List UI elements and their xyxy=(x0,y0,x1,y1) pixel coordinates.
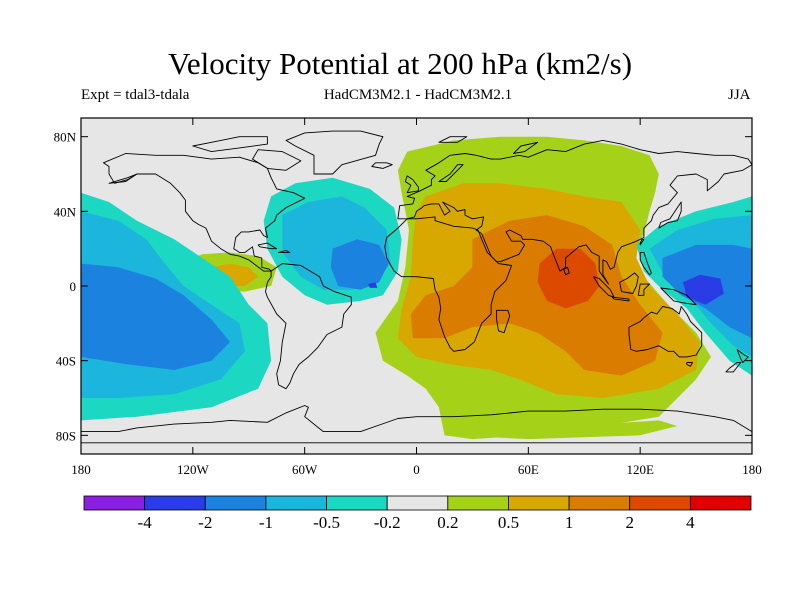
coastline-hispaniola xyxy=(278,250,291,253)
coastline-british-isles xyxy=(404,175,419,194)
colorbar-label: -1 xyxy=(259,513,273,532)
x-tick-label: 120E xyxy=(626,462,654,477)
x-tick-label: 180 xyxy=(742,462,762,477)
colorbar-swatch xyxy=(144,495,206,511)
colorbar-swatch xyxy=(447,495,509,511)
colorbar-label: 0.2 xyxy=(437,513,458,532)
coastline-sri-lanka xyxy=(563,266,570,276)
x-tick-label: 60E xyxy=(518,462,539,477)
y-tick-label: 40N xyxy=(54,204,77,219)
coastline-australia xyxy=(628,306,703,358)
colorbar-swatch xyxy=(689,495,752,511)
coastline-new-zealand-south xyxy=(725,362,742,373)
coastline-south-america xyxy=(265,263,352,390)
coastline-sulawesi xyxy=(637,283,650,296)
season-label: JJA xyxy=(728,87,751,103)
colorbar-label: -0.2 xyxy=(374,513,401,532)
colorbar-swatch xyxy=(629,495,691,511)
coastline-scandinavia-inland xyxy=(438,164,464,182)
coastline-alaska-peninsula xyxy=(108,173,138,184)
colorbar-swatch xyxy=(508,495,570,511)
coastline-new-guinea xyxy=(660,287,697,306)
colorbar-swatch xyxy=(83,495,146,511)
figure-title: Velocity Potential at 200 hPa (km2/s) xyxy=(167,46,633,81)
colorbar-swatch xyxy=(326,495,388,511)
x-tick-label: 180 xyxy=(71,462,91,477)
colorbar-label: 1 xyxy=(565,513,574,532)
coastline-iceland xyxy=(371,162,393,169)
x-tick-label: 0 xyxy=(413,462,420,477)
positive-region-antarctic-strip xyxy=(453,420,678,440)
negative-region-atlantic-core xyxy=(368,282,378,288)
coastline-africa xyxy=(384,216,513,352)
field-layer xyxy=(81,136,752,440)
y-tick-label: 40S xyxy=(56,354,76,369)
coastline-greenland xyxy=(285,130,384,175)
colorbar-label: 0.5 xyxy=(498,513,519,532)
coastline-cuba xyxy=(257,242,278,250)
positive-region-indian-ocean-mid xyxy=(410,215,663,376)
coastline-tasmania xyxy=(686,362,693,367)
negative-region-western-pacific-core xyxy=(683,274,724,305)
coastline-svalbard xyxy=(438,136,468,143)
colorbar-swatch xyxy=(204,495,267,511)
coastline-java xyxy=(611,296,630,302)
model-label: HadCM3M2.1 - HadCM3M2.1 xyxy=(323,87,513,103)
coastline-arctic-islands xyxy=(192,136,268,153)
coastline-north-america xyxy=(102,153,306,272)
y-tick-label: 0 xyxy=(70,279,77,294)
coastline-philippines xyxy=(639,251,652,276)
negative-region-pacific-inner xyxy=(81,263,231,370)
colorbar-label: -2 xyxy=(198,513,212,532)
colorbar-label: -0.5 xyxy=(313,513,340,532)
colorbar-swatch xyxy=(265,495,327,511)
colorbar-swatch xyxy=(568,495,631,511)
y-tick-label: 80S xyxy=(56,428,76,443)
coastline-eurasia xyxy=(397,139,752,285)
colorbar: -4 -2 -1 -0.5 -0.2 0.2 0.5 1 2 4 xyxy=(83,495,752,532)
colorbar-label: 4 xyxy=(686,513,695,532)
colorbar-label: 2 xyxy=(625,513,634,532)
coastline-borneo xyxy=(619,272,639,294)
x-tick-label: 120W xyxy=(177,462,210,477)
coastline-layer xyxy=(81,130,752,444)
coastline-novaya-zemlya xyxy=(512,141,539,154)
experiment-label: Expt = tdal3-tdala xyxy=(81,87,190,103)
coastline-baffin-island xyxy=(252,149,302,171)
colorbar-swatch xyxy=(386,495,449,511)
x-tick-label: 60W xyxy=(292,462,318,477)
coastline-antarctica xyxy=(81,405,752,444)
colorbar-label: -4 xyxy=(138,513,153,532)
coastline-new-zealand-north xyxy=(736,349,749,363)
y-tick-label: 80N xyxy=(54,130,77,145)
coastline-taiwan xyxy=(639,238,645,246)
positive-region-india-core xyxy=(537,248,600,309)
axis-ticks: 180 120W 60W 0 60E 120E 180 80N 40N 0 40S 80S xyxy=(54,118,762,477)
coastline-japan xyxy=(658,201,682,229)
coastline-madagascar xyxy=(496,309,511,334)
negative-region-atlantic-inner xyxy=(330,239,389,290)
